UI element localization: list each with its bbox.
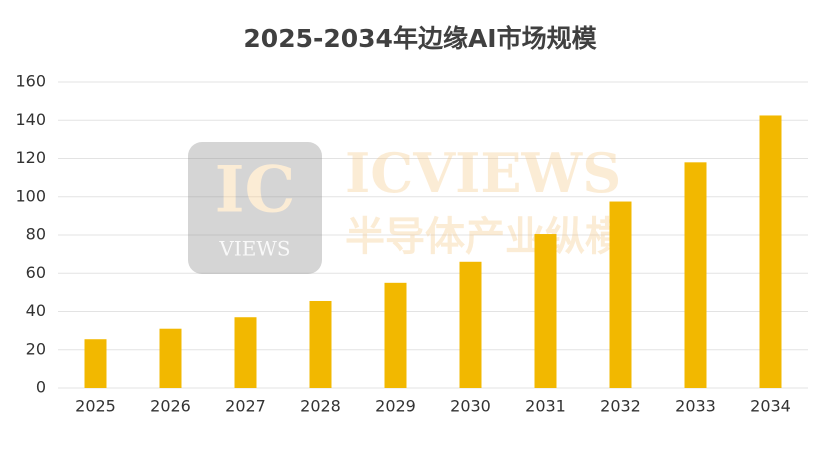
bar — [159, 328, 182, 388]
bar — [84, 339, 107, 388]
x-tick-label: 2028 — [300, 397, 341, 416]
bar — [609, 201, 632, 388]
watermark-name: ICVIEWS — [345, 141, 621, 205]
watermark-tagline: 半导体产业纵横 — [345, 213, 625, 260]
bar — [384, 282, 407, 388]
y-tick-label: 20 — [26, 339, 46, 358]
y-tick-label: 160 — [15, 72, 46, 91]
x-tick-label: 2030 — [450, 397, 491, 416]
watermark: IC VIEWS ICVIEWS 半导体产业纵横 — [188, 141, 625, 274]
x-tick-label: 2031 — [525, 397, 566, 416]
x-tick-label: 2025 — [75, 397, 116, 416]
y-tick-label: 60 — [26, 263, 46, 282]
bar — [759, 115, 782, 388]
y-tick-label: 0 — [36, 378, 46, 397]
bar — [459, 261, 482, 388]
y-tick-label: 40 — [26, 301, 46, 320]
watermark-logo-box — [188, 142, 322, 274]
x-tick-label: 2029 — [375, 397, 416, 416]
bar — [309, 300, 332, 388]
x-tick-label: 2032 — [600, 397, 641, 416]
watermark-logo-sub: VIEWS — [218, 237, 290, 261]
y-tick-label: 80 — [26, 225, 46, 244]
chart-title: 2025-2034年边缘AI市场规模 — [243, 24, 597, 53]
x-tick-label: 2034 — [750, 397, 791, 416]
x-tick-label: 2033 — [675, 397, 716, 416]
bar — [684, 162, 707, 388]
y-tick-label: 100 — [15, 186, 46, 205]
x-tick-label: 2027 — [225, 397, 266, 416]
bar — [534, 234, 557, 388]
y-tick-label: 140 — [15, 110, 46, 129]
watermark-logo: IC — [215, 153, 296, 228]
x-tick-label: 2026 — [150, 397, 191, 416]
bar — [234, 317, 257, 388]
y-tick-label: 120 — [15, 148, 46, 167]
